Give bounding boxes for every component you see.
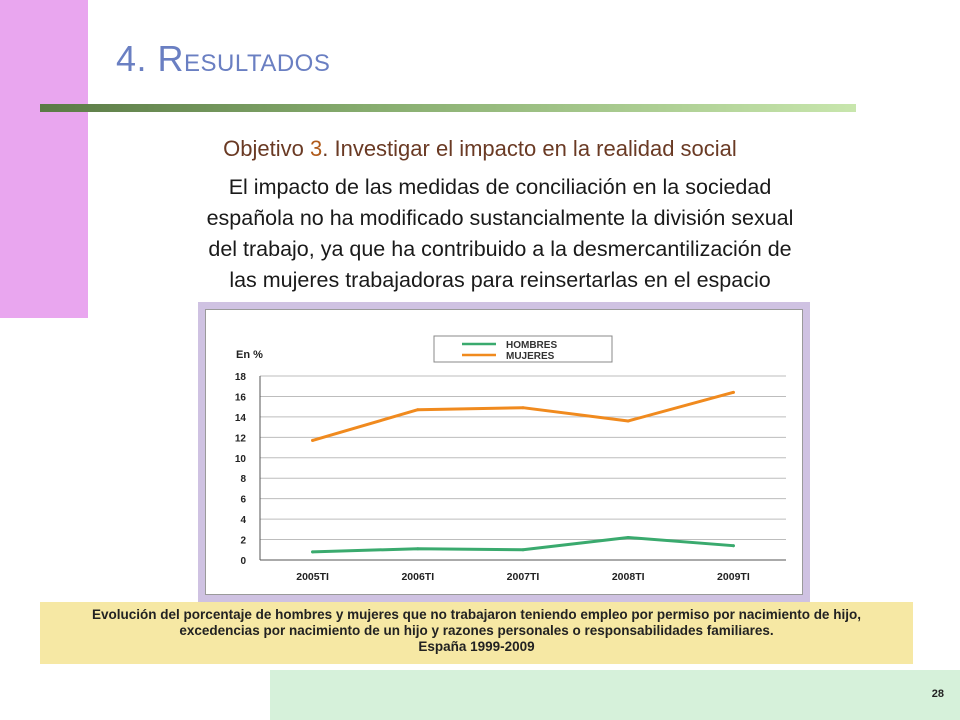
objective-number: 3 — [310, 136, 323, 161]
slide-title-small: ESULTADOS — [184, 50, 331, 77]
decorative-side-bar — [0, 0, 88, 318]
y-tick-label: 4 — [240, 515, 246, 526]
data-point-mujeres — [521, 406, 525, 410]
body-paragraph: El impacto de las medidas de conciliació… — [120, 172, 880, 296]
data-point-hombres — [416, 547, 420, 551]
data-point-hombres — [731, 544, 735, 548]
objective-text: . Investigar el impacto en la realidad s… — [322, 136, 737, 161]
body-line: El impacto de las medidas de conciliació… — [228, 175, 772, 199]
x-tick-label: 2009TI — [717, 571, 750, 583]
page-number: 28 — [931, 688, 944, 700]
title-underline — [40, 104, 856, 112]
objective-prefix: Objetivo — [223, 136, 310, 161]
series-line-mujeres — [311, 390, 735, 442]
body-line: española no ha modificado sustancialment… — [206, 206, 794, 230]
legend-label: HOMBRES — [506, 340, 557, 351]
x-tick-label: 2006TI — [401, 571, 434, 583]
y-tick-label: 16 — [235, 392, 247, 403]
legend-label: MUJERES — [506, 351, 555, 362]
body-line: del trabajo, ya que ha contribuido a la … — [208, 237, 792, 261]
data-point-hombres — [626, 536, 630, 540]
y-axis-label: En % — [236, 349, 263, 361]
chart-area: En % 0 2 4 6 8 10 12 14 16 18 2005TI 2006TI 2007TI 200… — [205, 309, 803, 595]
footer-band — [270, 670, 960, 720]
y-tick-label: 18 — [235, 372, 247, 383]
y-tick-label: 10 — [235, 454, 247, 465]
data-point-mujeres — [311, 438, 315, 442]
y-tick-label: 6 — [240, 495, 246, 506]
y-tick-label: 2 — [240, 536, 246, 547]
data-point-mujeres — [731, 390, 735, 394]
data-point-hombres — [521, 548, 525, 552]
x-tick-label: 2007TI — [507, 571, 540, 583]
y-tick-label: 12 — [235, 433, 247, 444]
line-chart: En % 0 2 4 6 8 10 12 14 16 18 2005TI 2006TI 2007TI 200… — [235, 335, 786, 583]
data-point-hombres — [311, 550, 315, 554]
caption-line: excedencias por nacimiento de un hijo y … — [179, 623, 774, 638]
x-tick-label: 2008TI — [612, 571, 645, 583]
x-tick-label: 2005TI — [296, 571, 329, 583]
chart-frame: En % 0 2 4 6 8 10 12 14 16 18 2005TI 2006TI 2007TI 200… — [198, 302, 810, 602]
y-tick-label: 8 — [240, 474, 246, 485]
legend-box — [433, 335, 613, 363]
data-point-mujeres — [416, 408, 420, 412]
caption-line: España 1999-2009 — [418, 639, 535, 654]
body-line: las mujeres trabajadoras para reinsertar… — [229, 268, 771, 292]
chart-caption: Evolución del porcentaje de hombres y mu… — [40, 602, 913, 664]
y-tick-label: 0 — [240, 556, 246, 567]
data-point-mujeres — [626, 419, 630, 423]
y-tick-label: 14 — [235, 413, 247, 424]
objective-heading: Objetivo 3. Investigar el impacto en la … — [0, 136, 960, 162]
slide-title-big: 4. R — [116, 38, 185, 79]
slide-title: 4. RESULTADOS — [116, 38, 330, 80]
caption-line: Evolución del porcentaje de hombres y mu… — [92, 607, 861, 622]
